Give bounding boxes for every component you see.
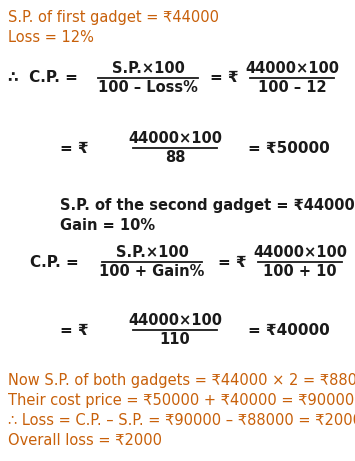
Text: 100 – 12: 100 – 12	[258, 80, 326, 95]
Text: ∴ Loss = C.P. – S.P. = ₹90000 – ₹88000 = ₹2000: ∴ Loss = C.P. – S.P. = ₹90000 – ₹88000 =…	[8, 413, 355, 428]
Text: Loss = 12%: Loss = 12%	[8, 30, 94, 45]
Text: 44000×100: 44000×100	[128, 313, 222, 328]
Text: 44000×100: 44000×100	[128, 131, 222, 146]
Text: 44000×100: 44000×100	[245, 61, 339, 76]
Text: Their cost price = ₹50000 + ₹40000 = ₹90000: Their cost price = ₹50000 + ₹40000 = ₹90…	[8, 393, 354, 408]
Text: = ₹: = ₹	[60, 323, 89, 337]
Text: 44000×100: 44000×100	[253, 245, 347, 260]
Text: S.P. of first gadget = ₹44000: S.P. of first gadget = ₹44000	[8, 10, 219, 25]
Text: = ₹50000: = ₹50000	[248, 141, 330, 155]
Text: S.P.×100: S.P.×100	[111, 61, 185, 76]
Text: C.P. =: C.P. =	[30, 254, 79, 270]
Text: 88: 88	[165, 150, 185, 165]
Text: S.P. of the second gadget = ₹44000: S.P. of the second gadget = ₹44000	[60, 198, 355, 213]
Text: = ₹: = ₹	[60, 141, 89, 155]
Text: 100 + Gain%: 100 + Gain%	[99, 264, 205, 279]
Text: = ₹40000: = ₹40000	[248, 323, 330, 337]
Text: ∴  C.P. =: ∴ C.P. =	[8, 71, 78, 85]
Text: Gain = 10%: Gain = 10%	[60, 218, 155, 233]
Text: 100 – Loss%: 100 – Loss%	[98, 80, 198, 95]
Text: Now S.P. of both gadgets = ₹44000 × 2 = ₹88000: Now S.P. of both gadgets = ₹44000 × 2 = …	[8, 373, 355, 388]
Text: 100 + 10: 100 + 10	[263, 264, 337, 279]
Text: 110: 110	[160, 332, 190, 347]
Text: = ₹: = ₹	[218, 254, 247, 270]
Text: = ₹: = ₹	[210, 71, 239, 85]
Text: S.P.×100: S.P.×100	[116, 245, 189, 260]
Text: Overall loss = ₹2000: Overall loss = ₹2000	[8, 433, 162, 448]
